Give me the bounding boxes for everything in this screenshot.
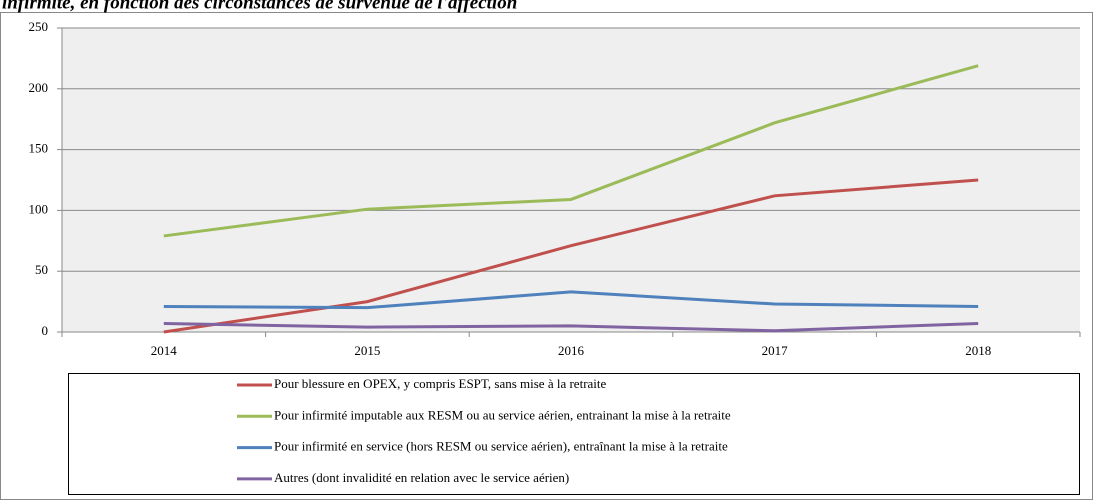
- legend-label: Pour infirmité en service (hors RESM ou …: [274, 439, 728, 454]
- chart-title: infirmité, en fonction des circonstances…: [2, 0, 517, 13]
- x-tick-label: 2015: [354, 343, 380, 358]
- legend-label: Pour infirmité imputable aux RESM ou au …: [274, 407, 731, 422]
- x-tick-label: 2018: [965, 343, 991, 358]
- series-line: [163, 321, 979, 333]
- x-tick-label: 2016: [558, 343, 585, 358]
- plot-area: [62, 28, 1080, 332]
- x-tick-label: 2014: [151, 343, 178, 358]
- y-tick-label: 250: [29, 19, 49, 34]
- x-tick-label: 2017: [762, 343, 789, 358]
- y-tick-label: 50: [35, 262, 48, 277]
- legend-label: Autres (dont invalidité en relation avec…: [274, 470, 569, 485]
- legend-box: [68, 373, 1080, 495]
- legend-label: Pour blessure en OPEX, y compris ESPT, s…: [274, 376, 607, 391]
- series-line: [163, 290, 979, 310]
- y-tick-label: 150: [29, 141, 49, 156]
- y-tick-label: 200: [29, 80, 49, 95]
- series-line: [163, 64, 979, 238]
- series-line: [163, 178, 979, 334]
- y-tick-label: 0: [42, 323, 49, 338]
- y-tick-label: 100: [29, 201, 49, 216]
